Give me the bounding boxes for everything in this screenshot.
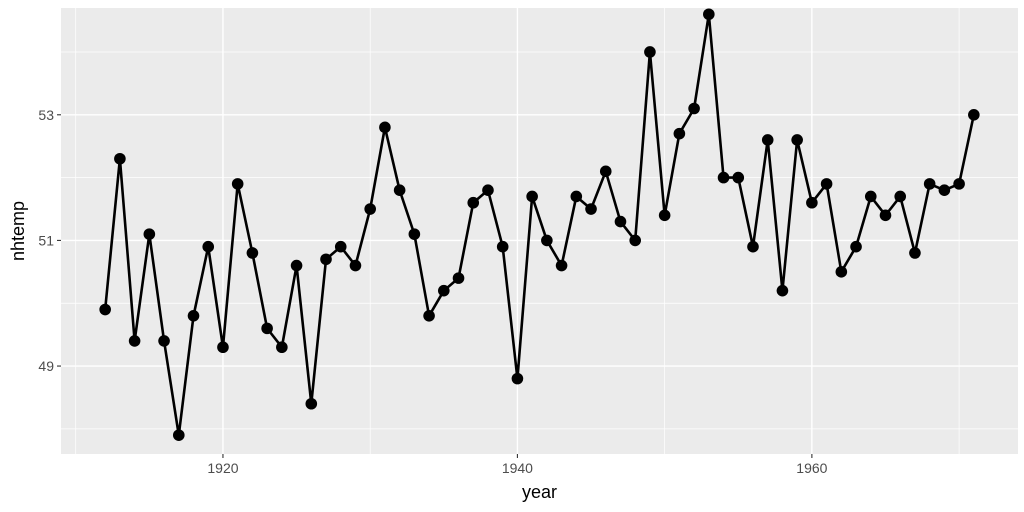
data-point [452,272,465,284]
data-point [879,209,892,222]
data-point [364,203,376,215]
data-point [909,247,921,259]
y-tick-label: 51 [38,232,54,248]
data-point [143,228,156,240]
data-point [644,46,656,58]
data-point [820,178,833,190]
data-point [99,303,111,316]
x-tick-label: 1920 [207,460,238,476]
data-point [202,240,215,253]
data-point [923,178,936,190]
data-point [305,397,318,410]
data-point [172,429,185,441]
data-point [541,234,553,247]
data-point [555,259,568,272]
y-tick-label: 49 [38,358,54,374]
data-point [128,335,141,347]
data-point [570,190,583,203]
data-point [629,234,641,247]
y-tick-label: 53 [38,107,54,123]
data-point [938,184,951,196]
data-point [320,253,332,266]
data-point [438,284,450,297]
data-point [393,184,406,196]
data-point [673,127,686,140]
data-point [482,184,494,196]
data-point [246,247,259,259]
data-point [806,196,818,209]
data-point [261,322,273,335]
data-point [158,335,170,347]
data-point [599,165,612,178]
data-point [776,284,789,297]
data-point [585,203,597,215]
x-tick-label: 1960 [796,460,827,476]
data-point [467,196,480,209]
data-point [231,178,244,190]
data-point [968,108,980,121]
data-point [276,341,288,354]
data-point [511,372,524,385]
data-point [614,215,627,228]
data-point [349,259,362,272]
data-point [526,190,538,203]
data-point [658,209,671,222]
minor-gridlines [61,8,1018,454]
data-point [835,266,848,278]
data-point [423,310,435,322]
data-point [703,8,715,21]
data-point [217,341,229,354]
series-line [103,12,976,437]
data-point [953,178,965,190]
data-point [114,152,126,165]
data-point [496,240,509,253]
data-point [864,190,877,203]
axis-ticks [57,114,813,458]
data-point [379,121,391,134]
data-point [747,240,759,253]
data-point [290,259,303,272]
data-point [791,134,803,146]
data-point [334,240,347,253]
plot-panel [61,8,1018,454]
tick-labels: 1920 1940 1960 49 51 53 [38,107,827,476]
data-point [717,171,730,184]
y-axis-title: nhtemp [8,201,28,261]
data-point [761,134,774,146]
data-point [894,190,907,203]
data-point [688,102,700,115]
x-axis-title: year [522,482,557,502]
series-layer [99,8,980,441]
data-point [187,310,200,322]
x-tick-label: 1940 [502,460,533,476]
data-point [408,228,421,240]
data-point [850,240,862,253]
data-point [732,171,745,184]
